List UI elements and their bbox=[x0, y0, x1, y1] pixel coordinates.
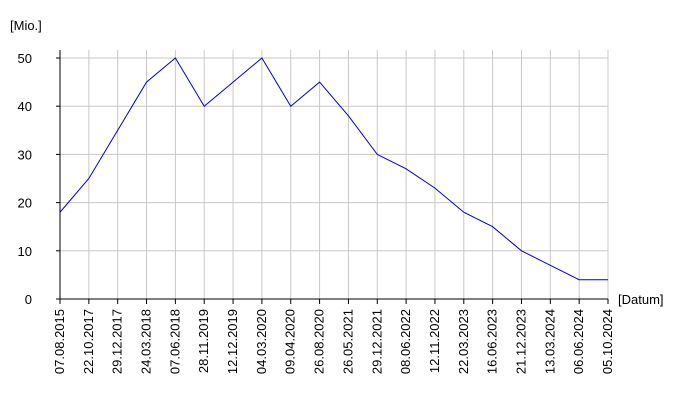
x-tick-label: 08.06.2022 bbox=[398, 309, 413, 374]
x-tick-label: 09.04.2020 bbox=[283, 309, 298, 374]
y-axis-label: [Mio.] bbox=[10, 18, 42, 33]
x-axis-label: [Datum] bbox=[618, 292, 664, 307]
x-tick-label: 12.11.2022 bbox=[427, 309, 442, 373]
x-tick-label: 04.03.2020 bbox=[254, 309, 269, 374]
x-tick-label: 12.12.2019 bbox=[225, 309, 240, 374]
x-tick-label: 26.08.2020 bbox=[312, 309, 327, 374]
x-tick-label: 22.10.2017 bbox=[81, 309, 96, 374]
y-tick-label: 40 bbox=[18, 99, 32, 114]
y-tick-label: 10 bbox=[18, 244, 32, 259]
x-tick-label: 22.03.2023 bbox=[456, 309, 471, 374]
x-tick-label: 16.06.2023 bbox=[485, 309, 500, 374]
x-tick-label: 24.03.2018 bbox=[139, 309, 154, 374]
y-tick-label: 50 bbox=[18, 51, 32, 66]
x-tick-label: 06.06.2024 bbox=[571, 309, 586, 374]
line bbox=[59, 57, 608, 281]
x-tick-label: 28.11.2019 bbox=[196, 309, 211, 373]
x-tick-label: 26.05.2021 bbox=[340, 309, 355, 374]
y-tick-label: 20 bbox=[18, 196, 32, 211]
x-tick-label: 07.08.2015 bbox=[52, 309, 67, 374]
y-tick-label: 0 bbox=[25, 292, 32, 307]
x-tick-label: 29.12.2021 bbox=[369, 309, 384, 374]
x-tick-label: 05.10.2024 bbox=[600, 309, 615, 374]
x-tick-label: 07.06.2018 bbox=[167, 309, 182, 374]
y-tick-label: 30 bbox=[18, 147, 32, 162]
x-tick-label: 21.12.2023 bbox=[513, 309, 528, 374]
x-tick-label: 13.03.2024 bbox=[542, 309, 557, 374]
x-tick-label: 29.12.2017 bbox=[110, 309, 125, 374]
